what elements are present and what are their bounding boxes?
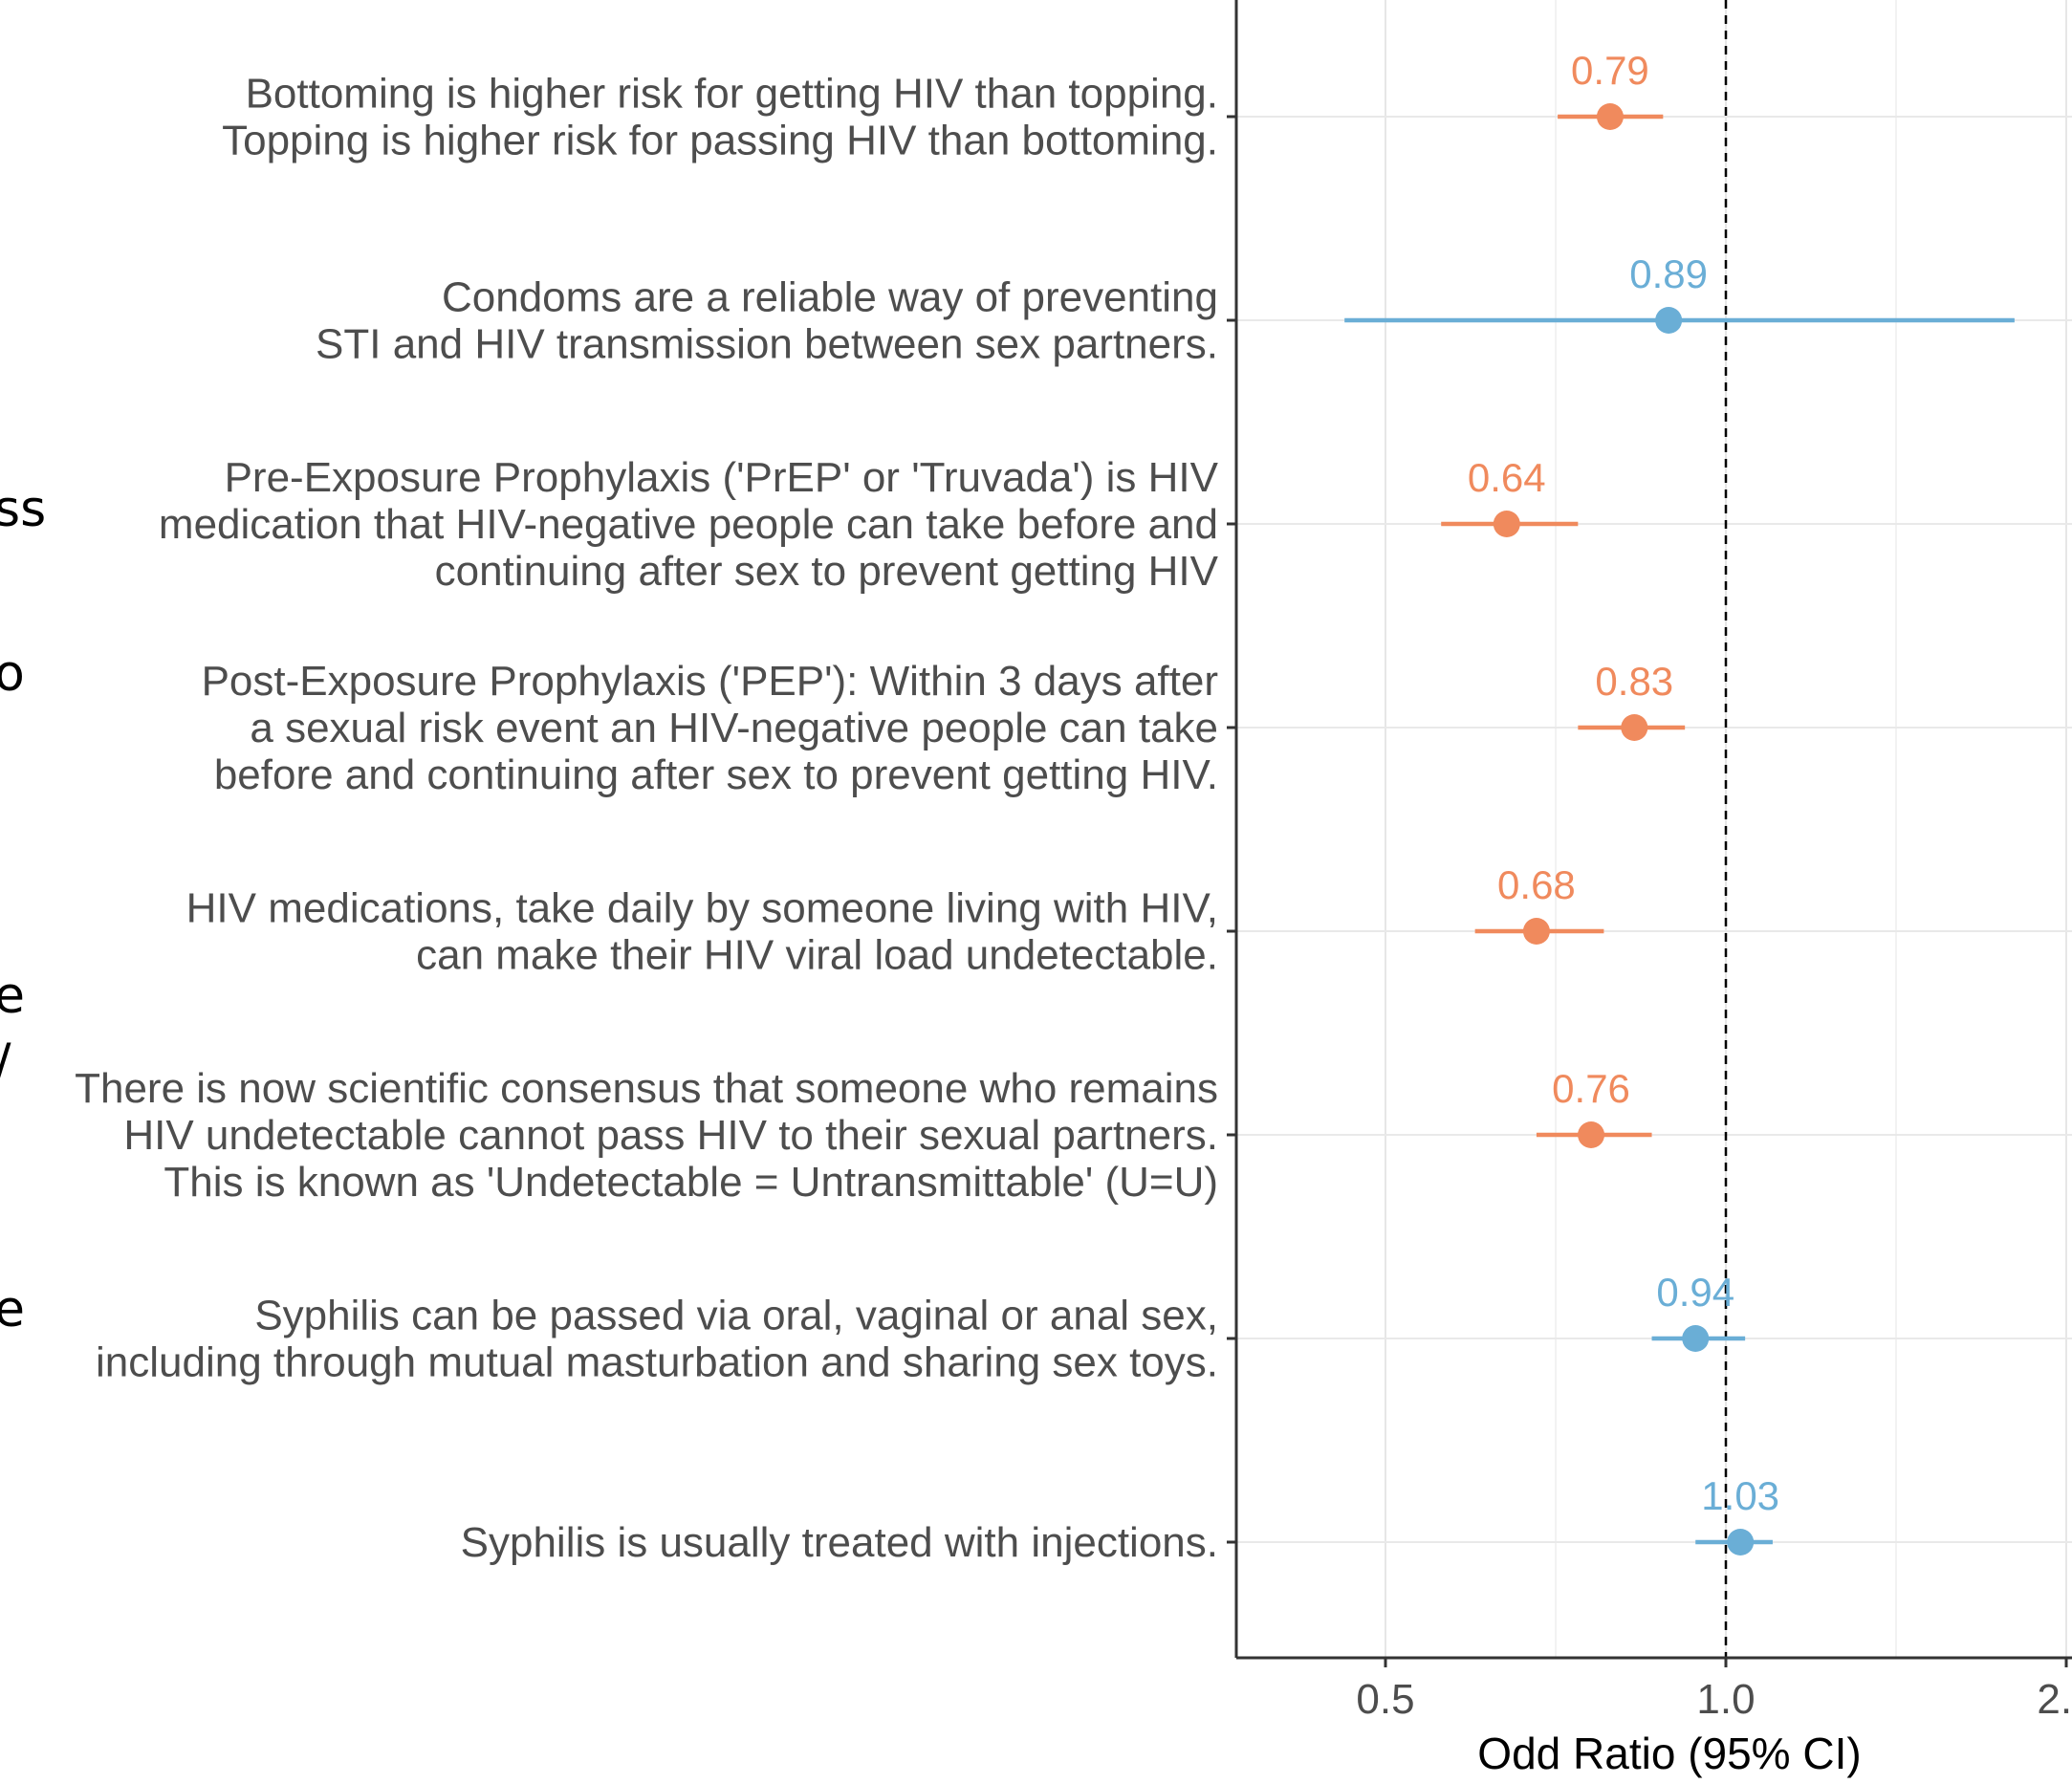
data-label: 0.89	[1629, 251, 1708, 296]
y-axis-label-line: including through mutual masturbation an…	[96, 1339, 1218, 1386]
y-axis-label-line: Post-Exposure Prophylaxis ('PEP'): Withi…	[202, 658, 1218, 705]
y-axis-label-line: continuing after sex to prevent getting …	[435, 548, 1219, 595]
point-estimate	[1493, 511, 1520, 537]
clipped-text-fragment: o	[0, 645, 25, 703]
y-axis-label-line: a sexual risk event an HIV-negative peop…	[250, 705, 1218, 751]
grid-minor	[1554, 0, 1897, 1658]
data-label: 1.03	[1701, 1473, 1779, 1518]
clipped-text-fragment: e	[0, 968, 25, 1025]
y-axis-labels: Bottoming is higher risk for getting HIV…	[75, 71, 1236, 1566]
y-axis-label-line: This is known as 'Undetectable = Untrans…	[164, 1159, 1218, 1206]
clipped-text-fragment: ss	[0, 481, 46, 538]
y-axis-label-line: There is now scientific consensus that s…	[75, 1065, 1218, 1112]
clipped-text-fragment: e	[0, 1281, 25, 1338]
plot-marks: 0.79 0.89 0.64 0.83 0.68 0.76 0.94 1.03	[1344, 48, 2015, 1556]
x-axis-title: Odd Ratio (95% CI)	[1477, 1729, 1861, 1778]
y-axis-label-line: before and continuing after sex to preve…	[214, 751, 1218, 798]
y-axis-label-line: Bottoming is higher risk for getting HIV…	[246, 71, 1218, 118]
clipped-text-fragment: /	[0, 1033, 11, 1091]
data-label: 0.83	[1595, 659, 1673, 704]
y-axis-label-line: HIV undetectable cannot pass HIV to thei…	[123, 1112, 1218, 1159]
data-label: 0.64	[1468, 455, 1546, 500]
y-axis-label-line: Topping is higher risk for passing HIV t…	[222, 118, 1218, 164]
y-axis-label-line: STI and HIV transmission between sex par…	[316, 321, 1218, 368]
data-label: 0.68	[1497, 862, 1576, 907]
data-label: 0.94	[1656, 1270, 1734, 1315]
y-axis-label-line: medication that HIV-negative people can …	[159, 501, 1218, 548]
y-axis-label-line: Syphilis is usually treated with injecti…	[461, 1519, 1218, 1566]
x-axis-ticks: 0.5 1.0 2.0	[1356, 1658, 2072, 1723]
x-tick-label: 2.0	[2037, 1676, 2072, 1723]
data-label: 0.79	[1571, 48, 1649, 93]
point-estimate	[1621, 714, 1648, 741]
x-tick-label: 0.5	[1356, 1676, 1414, 1723]
point-estimate	[1727, 1529, 1755, 1556]
y-axis-label-line: HIV medications, take daily by someone l…	[186, 885, 1218, 932]
x-tick-label: 1.0	[1696, 1676, 1755, 1723]
y-axis-label-line: Condoms are a reliable way of preventing	[442, 274, 1218, 321]
clipped-left-text: ss o e / e	[0, 481, 46, 1338]
axes	[1234, 0, 2072, 1660]
point-estimate	[1655, 307, 1683, 334]
point-estimate	[1578, 1121, 1605, 1148]
y-axis-label-line: Pre-Exposure Prophylaxis ('PrEP' or 'Tru…	[225, 454, 1219, 501]
point-estimate	[1682, 1325, 1710, 1352]
y-axis-label-line: Syphilis can be passed via oral, vaginal…	[254, 1293, 1218, 1339]
point-estimate	[1596, 103, 1624, 130]
data-label: 0.76	[1552, 1066, 1630, 1111]
y-axis-label-line: can make their HIV viral load undetectab…	[416, 932, 1218, 979]
point-estimate	[1522, 918, 1550, 945]
